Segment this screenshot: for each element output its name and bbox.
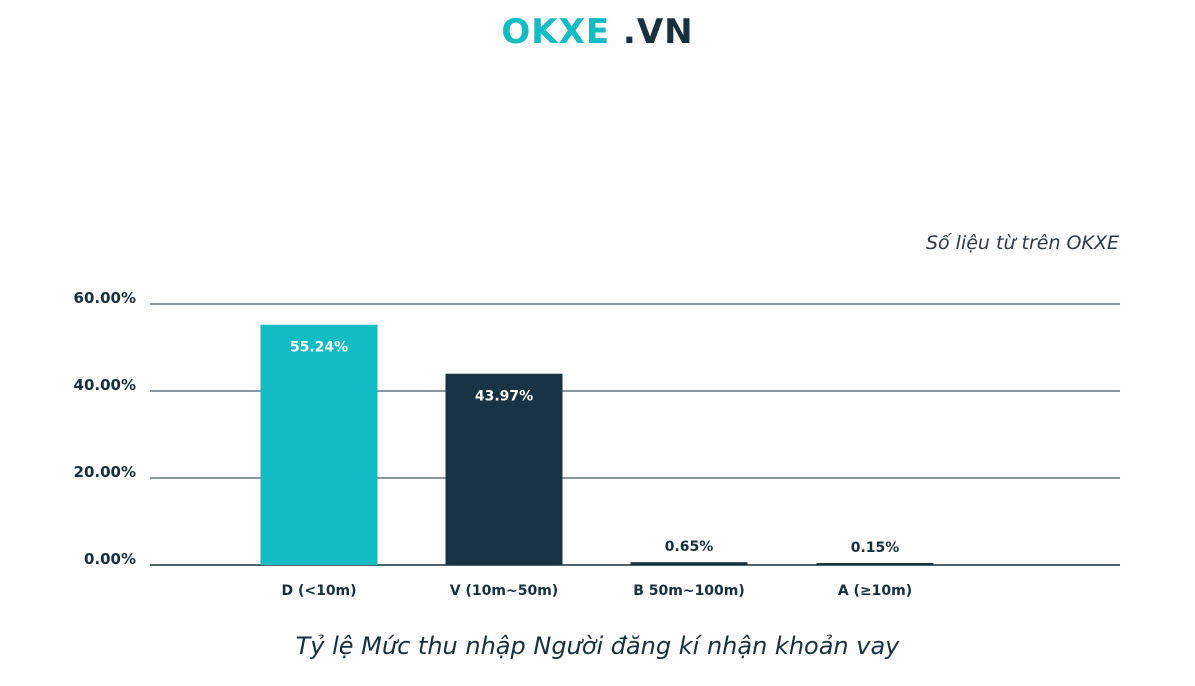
logo-brand: OKXE bbox=[501, 12, 611, 52]
bar-3 bbox=[816, 563, 934, 565]
y-tick-label-3: 60.00% bbox=[74, 289, 136, 307]
okxe-logo: OKXE .VN bbox=[0, 12, 1195, 52]
x-tick-label-0: D (<10m) bbox=[281, 583, 356, 599]
chart-caption: Tỷ lệ Mức thu nhập Người đăng kí nhận kh… bbox=[295, 632, 900, 660]
data-label-1: 43.97% bbox=[475, 389, 533, 405]
y-tick-label-2: 40.00% bbox=[74, 376, 136, 394]
bar-2 bbox=[630, 562, 748, 565]
bar-1 bbox=[445, 373, 563, 565]
source-note: Số liệu từ trên OKXE bbox=[925, 232, 1119, 254]
x-tick-label-3: A (≥10m) bbox=[838, 583, 912, 599]
logo-domain: .VN bbox=[610, 12, 694, 52]
bar-0 bbox=[260, 324, 378, 565]
y-tick-label-0: 0.00% bbox=[84, 550, 136, 568]
data-label-2: 0.65% bbox=[665, 539, 714, 555]
data-label-0: 55.24% bbox=[290, 340, 348, 356]
x-tick-label-1: V (10m~50m) bbox=[450, 583, 558, 599]
data-label-3: 0.15% bbox=[851, 540, 900, 556]
y-tick-label-1: 20.00% bbox=[74, 463, 136, 481]
x-tick-label-2: B 50m~100m) bbox=[633, 583, 745, 599]
